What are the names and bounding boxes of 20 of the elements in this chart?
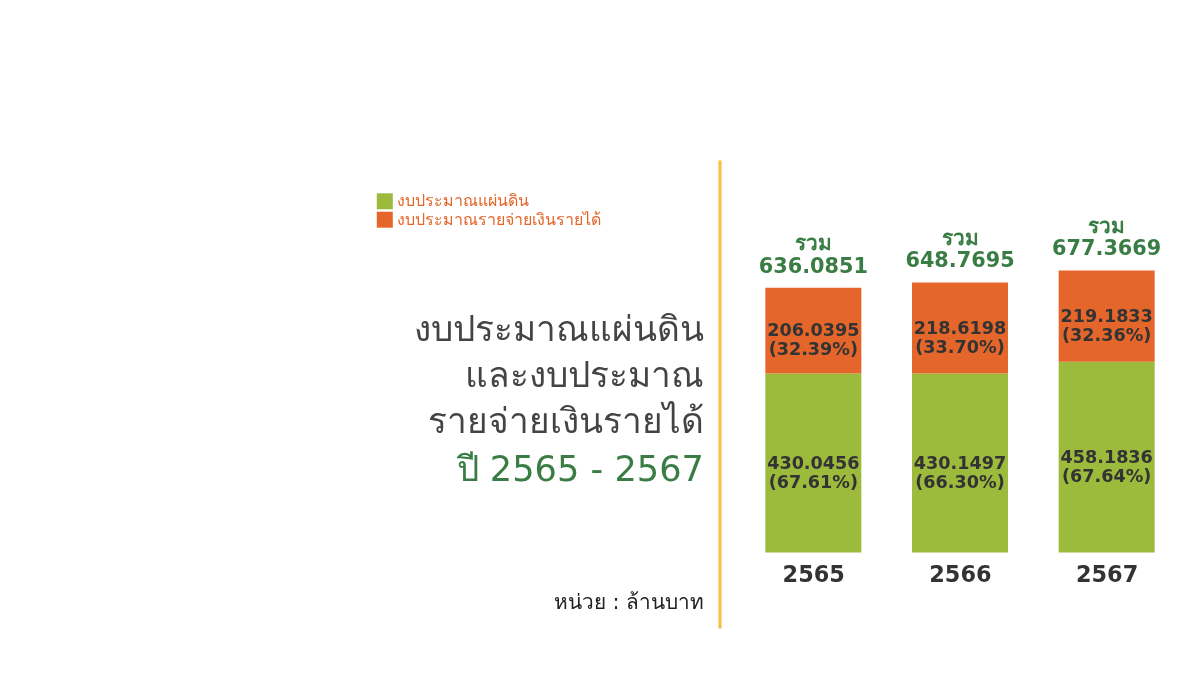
bar	[765, 373, 862, 553]
total-label: รวม 677.3669	[1052, 213, 1162, 261]
data-label: 219.1833 (32.36%)	[1060, 305, 1153, 345]
data-label: 458.1836 (67.64%)	[1060, 446, 1153, 486]
bar	[1058, 361, 1155, 553]
data-label: 430.0456 (67.61%)	[767, 452, 860, 492]
text: งบประมาณแผ่นดิน และงบประมาณ รายจ่ายเงินรายได้	[414, 307, 704, 442]
data-label: 218.6198 (33.70%)	[913, 317, 1007, 357]
data-label: 206.0395 (32.39%)	[767, 320, 860, 360]
bar	[912, 373, 1008, 553]
text: หน่วย : ล้านบาท	[553, 589, 704, 614]
data-label: 430.1497 (66.30%)	[913, 452, 1007, 492]
x-tick-label: 2565	[782, 560, 845, 587]
legend-label: งบประมาณรายจ่ายเงินรายได้	[396, 209, 601, 229]
total-label: รวม 636.0851	[758, 231, 868, 278]
x-tick-label: 2567	[1075, 560, 1139, 587]
total-label: รวม 648.7695	[905, 225, 1015, 273]
x-tick-label: 2566	[929, 560, 992, 587]
text: ปี 2565 - 2567	[455, 447, 704, 489]
legend-label: งบประมาณแผ่นดิน	[396, 191, 529, 211]
